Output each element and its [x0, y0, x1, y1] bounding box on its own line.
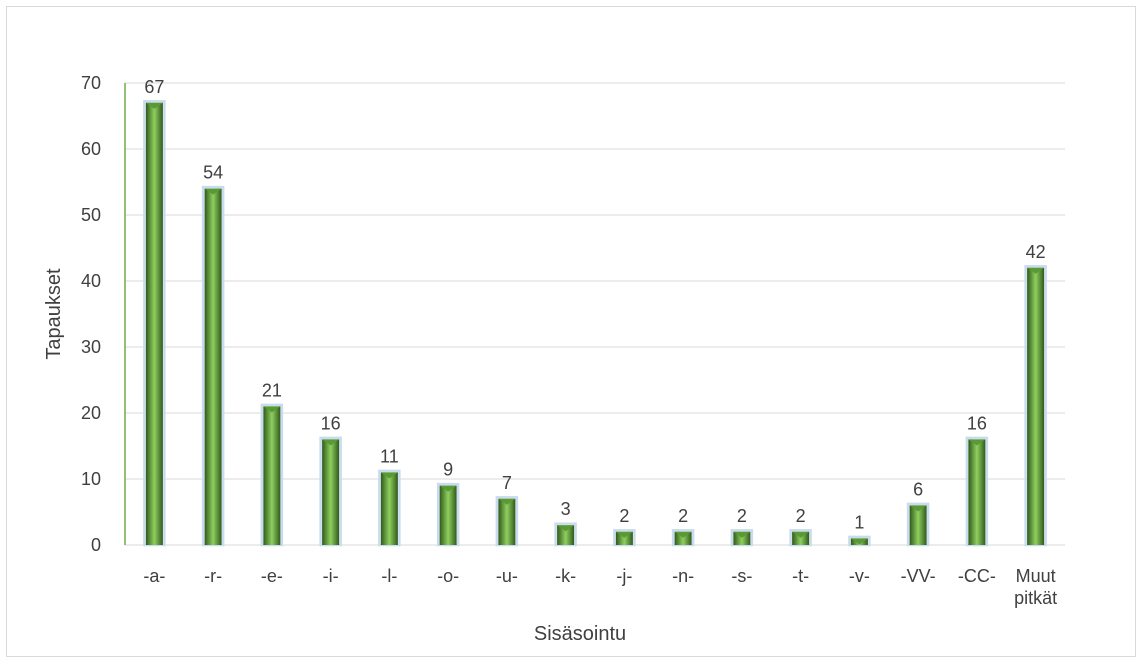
- bar: [730, 529, 754, 547]
- y-tick-label: 40: [81, 271, 101, 291]
- x-tick-label: -u-: [496, 566, 518, 586]
- x-tick-label: -l-: [381, 566, 397, 586]
- x-tick-label: -s-: [731, 566, 752, 586]
- data-label: 3: [561, 499, 571, 519]
- bar-bevel: [380, 472, 398, 479]
- bar-bevel: [674, 531, 692, 538]
- data-label: 6: [913, 479, 923, 499]
- bar: [1024, 265, 1047, 547]
- bar-body: [615, 531, 633, 545]
- x-axis-ticks: -a- -r- -e- -i- -l- -o- -u- -k- -j- -n- -s- -t- -v- -…: [143, 566, 1057, 608]
- data-label: 9: [443, 460, 453, 480]
- bar-bevel: [322, 439, 340, 446]
- bar-body: [204, 188, 222, 545]
- bar-bevel: [439, 485, 457, 492]
- x-axis-title: Sisäsointu: [534, 623, 626, 645]
- y-tick-label: 30: [81, 337, 101, 357]
- y-tick-label: 70: [81, 73, 101, 93]
- bar: [965, 436, 989, 547]
- y-tick-label: 0: [91, 535, 101, 555]
- data-label: 2: [619, 506, 629, 526]
- bar-bevel: [850, 538, 868, 545]
- y-axis-ticks: 0 10 20 30 40 50 60 70: [81, 73, 101, 555]
- bar-bevel: [615, 531, 633, 538]
- data-label: 1: [854, 512, 864, 532]
- x-tick-label: -j-: [616, 566, 632, 586]
- y-tick-label: 50: [81, 205, 101, 225]
- bar: [436, 482, 460, 547]
- x-tick-label: -r-: [204, 566, 222, 586]
- bar: [143, 100, 166, 547]
- y-tick-label: 20: [81, 403, 101, 423]
- x-tick-label: -t-: [792, 566, 809, 586]
- bar-body: [968, 439, 986, 545]
- y-axis-title: Tapaukset: [43, 268, 65, 360]
- bar: [906, 502, 930, 547]
- bar: [848, 535, 871, 547]
- bar-body: [322, 439, 340, 545]
- data-label: 16: [967, 413, 987, 433]
- x-tick-label: Muut pitkät: [1014, 566, 1057, 608]
- bars: [143, 100, 1047, 547]
- bar-bevel: [909, 505, 927, 512]
- bar-body: [792, 531, 810, 545]
- bar-body: [557, 525, 575, 545]
- bar-body: [380, 472, 398, 545]
- bar: [201, 185, 225, 547]
- bar-body: [674, 531, 692, 545]
- data-label: 21: [262, 380, 282, 400]
- bar: [495, 496, 519, 547]
- x-tick-label: -i-: [323, 566, 339, 586]
- data-label: 16: [321, 413, 341, 433]
- bar-bevel: [1027, 267, 1045, 274]
- bar-bevel: [792, 531, 810, 538]
- x-tick-label: -v-: [849, 566, 870, 586]
- data-label: 2: [796, 506, 806, 526]
- x-tick-label: -e-: [261, 566, 283, 586]
- data-label: 11: [380, 446, 399, 466]
- bar-bevel: [557, 525, 575, 532]
- bar: [260, 403, 284, 547]
- chart-area: [6, 6, 1136, 657]
- data-label: 42: [1026, 242, 1046, 262]
- bar-body: [263, 406, 281, 545]
- bar-bevel: [204, 188, 222, 195]
- x-tick-label: -k-: [555, 566, 576, 586]
- x-tick-label: -n-: [672, 566, 694, 586]
- bar-body: [439, 485, 457, 545]
- bar: [319, 436, 342, 547]
- bar-body: [1027, 267, 1045, 545]
- bar-bevel: [498, 498, 516, 505]
- data-label: 2: [737, 506, 747, 526]
- bar: [671, 529, 695, 547]
- data-label: 7: [502, 473, 512, 493]
- x-tick-label: -CC-: [958, 566, 996, 586]
- bar-body: [498, 498, 516, 545]
- bar-bevel: [968, 439, 986, 446]
- bar-body: [145, 102, 163, 546]
- y-tick-label: 60: [81, 139, 101, 159]
- bar: [554, 522, 577, 547]
- bar-bevel: [263, 406, 281, 413]
- bar-bevel: [145, 102, 163, 109]
- data-label: 2: [678, 506, 688, 526]
- data-label: 54: [203, 163, 223, 183]
- bar: [613, 529, 636, 547]
- bar: [378, 469, 401, 547]
- x-tick-label: -a-: [143, 566, 165, 586]
- bar-body: [909, 505, 927, 545]
- bar: [789, 529, 812, 547]
- x-tick-label: -o-: [437, 566, 459, 586]
- bar-bevel: [733, 531, 751, 538]
- data-label: 67: [144, 77, 164, 97]
- y-tick-label: 10: [81, 469, 101, 489]
- x-tick-label: -VV-: [901, 566, 936, 586]
- bar-body: [733, 531, 751, 545]
